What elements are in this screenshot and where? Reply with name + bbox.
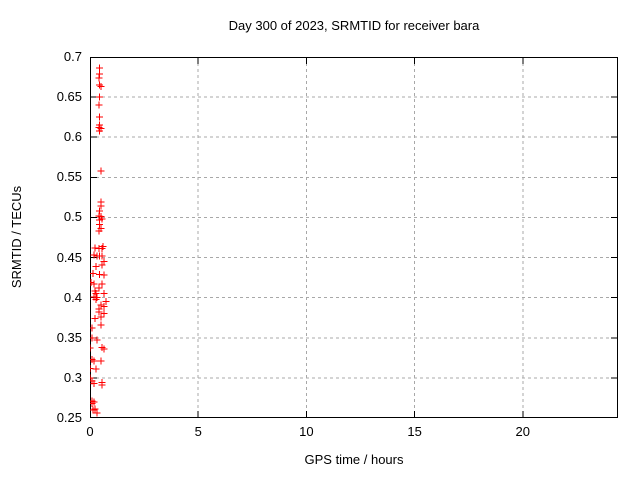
y-tick-label: 0.65 (56, 89, 82, 105)
data-point (98, 280, 106, 288)
data-point (93, 294, 101, 302)
data-point (95, 308, 103, 316)
data-point (90, 398, 98, 406)
data-point (91, 405, 99, 413)
data-point (90, 334, 96, 342)
data-point (100, 290, 108, 298)
x-tick-label: 5 (194, 424, 202, 439)
data-point (96, 81, 104, 89)
data-point (95, 212, 103, 220)
data-point (93, 336, 101, 344)
data-point (90, 324, 96, 332)
x-axis-label: GPS time / hours (304, 452, 404, 467)
data-point (95, 101, 103, 109)
data-point (95, 284, 103, 292)
plot-svg (90, 57, 618, 418)
x-tick-label: 20 (515, 424, 531, 439)
y-tick-label: 0.3 (63, 369, 82, 385)
data-point (95, 74, 103, 82)
y-tick-label: 0.4 (63, 289, 82, 305)
y-tick-label: 0.35 (56, 329, 82, 345)
data-point (90, 357, 98, 365)
data-point (97, 167, 105, 175)
data-point (92, 365, 100, 373)
data-point (93, 409, 101, 417)
data-point (90, 364, 94, 372)
data-point (90, 251, 98, 259)
data-point (92, 262, 100, 270)
data-point (96, 127, 104, 135)
x-tick-label: 15 (407, 424, 422, 439)
data-point (100, 310, 108, 318)
data-point (90, 270, 97, 278)
data-point (91, 244, 99, 252)
data-point (97, 301, 105, 309)
data-point (91, 315, 99, 323)
y-tick-label: 0.55 (56, 169, 82, 185)
chart-title: Day 300 of 2023, SRMTID for receiver bar… (228, 18, 480, 33)
data-point (90, 280, 98, 288)
data-point (92, 295, 100, 303)
data-point (96, 113, 104, 121)
data-point (90, 344, 94, 352)
data-point (98, 343, 106, 351)
data-point (90, 406, 97, 414)
data-point (98, 261, 106, 269)
data-point (97, 357, 105, 365)
y-tick-label: 0.7 (63, 49, 82, 64)
data-point (97, 83, 105, 91)
data-point (96, 207, 104, 215)
data-point (100, 302, 108, 310)
data-point (100, 345, 108, 353)
data-point (97, 313, 105, 321)
y-tick-label: 0.6 (63, 129, 82, 145)
data-point (98, 381, 106, 389)
data-point (100, 271, 108, 279)
data-point (95, 227, 103, 235)
x-tick-label: 0 (86, 424, 94, 439)
plot-area (90, 57, 618, 418)
plot-frame (90, 57, 618, 418)
data-point (96, 70, 104, 78)
data-point (90, 380, 98, 388)
x-tick-label: 10 (299, 424, 314, 439)
data-point (96, 221, 104, 229)
data-point (100, 258, 108, 266)
data-point (102, 298, 110, 306)
y-tick-label: 0.45 (56, 249, 82, 265)
y-tick-label: 0.5 (63, 209, 82, 225)
data-point (90, 400, 96, 408)
data-point (97, 202, 105, 210)
data-point (98, 245, 106, 253)
data-point (98, 252, 106, 260)
data-point (96, 93, 104, 101)
y-tick-label: 0.25 (56, 410, 82, 425)
data-point (96, 270, 104, 278)
data-point (97, 321, 105, 329)
